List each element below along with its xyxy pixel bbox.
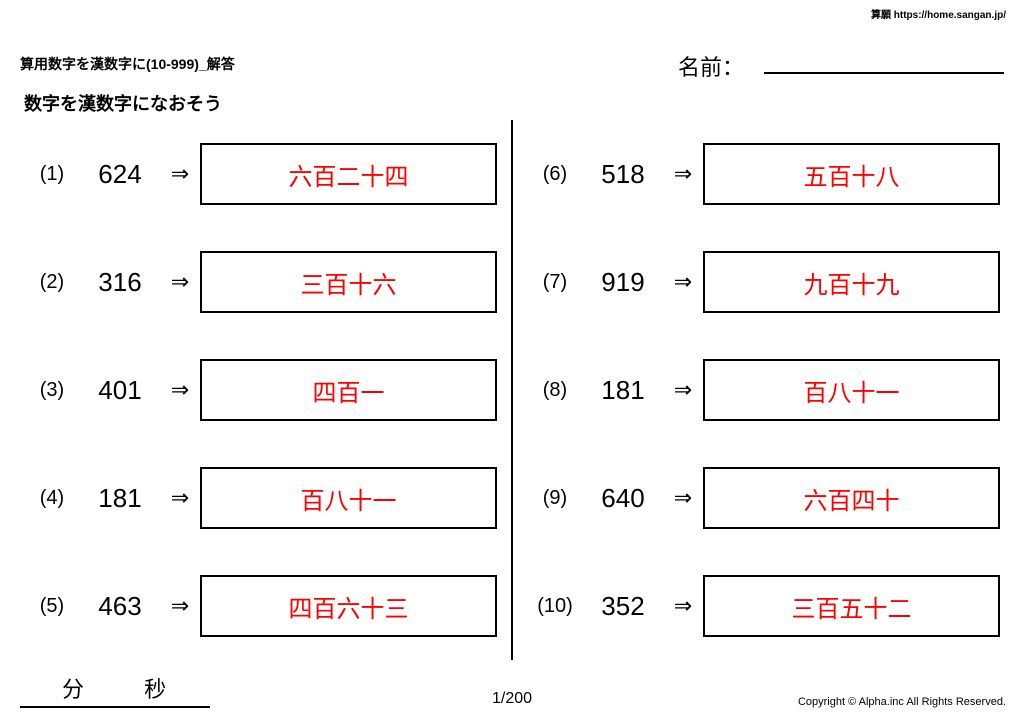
question-number: (6) <box>527 163 583 186</box>
question-number: (7) <box>527 271 583 294</box>
answer-box: 三百五十二 <box>703 575 1000 637</box>
kanji-answer: 四百六十三 <box>289 589 409 624</box>
question-number: (4) <box>24 487 80 510</box>
source-line: 算願 https://home.sangan.jp/ <box>871 6 1006 21</box>
question-row: (10)352⇒ 三百五十二 <box>527 573 1000 639</box>
answer-box: 百八十一 <box>200 467 497 529</box>
arrow-icon: ⇒ <box>663 161 703 187</box>
arrow-icon: ⇒ <box>160 485 200 511</box>
arabic-number: 181 <box>583 375 663 406</box>
arabic-number: 352 <box>583 591 663 622</box>
question-row: (1)624⇒ 六百二十四 <box>24 141 497 207</box>
worksheet-body: (1)624⇒六百二十四(2)316⇒三百十六(3)401⇒四百一(4)181⇒… <box>10 120 1014 660</box>
question-number: (3) <box>24 379 80 402</box>
kanji-answer: 四百一 <box>313 373 385 408</box>
kanji-answer: 三百十六 <box>301 265 397 300</box>
kanji-answer: 九百十九 <box>804 265 900 300</box>
question-number: (2) <box>24 271 80 294</box>
question-number: (10) <box>527 595 583 618</box>
arrow-icon: ⇒ <box>160 593 200 619</box>
answer-box: 三百十六 <box>200 251 497 313</box>
answer-box: 百八十一 <box>703 359 1000 421</box>
time-field: 分 秒 <box>20 672 210 708</box>
arrow-icon: ⇒ <box>663 593 703 619</box>
arrow-icon: ⇒ <box>160 161 200 187</box>
question-number: (9) <box>527 487 583 510</box>
worksheet-title: 算用数字を漢数字に(10-999)_解答 <box>20 54 235 74</box>
kanji-answer: 三百五十二 <box>792 589 912 624</box>
answer-box: 九百十九 <box>703 251 1000 313</box>
question-number: (1) <box>24 163 80 186</box>
answer-box: 五百十八 <box>703 143 1000 205</box>
arrow-icon: ⇒ <box>663 269 703 295</box>
copyright-text: Copyright © Alpha.inc All Rights Reserve… <box>798 696 1006 708</box>
question-row: (6)518⇒ 五百十八 <box>527 141 1000 207</box>
arabic-number: 919 <box>583 267 663 298</box>
arabic-number: 181 <box>80 483 160 514</box>
minutes-label: 分 <box>20 672 84 704</box>
question-row: (2)316⇒ 三百十六 <box>24 249 497 315</box>
question-row: (7)919⇒ 九百十九 <box>527 249 1000 315</box>
kanji-answer: 百八十一 <box>804 373 900 408</box>
arabic-number: 518 <box>583 159 663 190</box>
arrow-icon: ⇒ <box>160 269 200 295</box>
instruction-text: 数字を漢数字になおそう <box>24 90 222 116</box>
question-row: (5)463⇒ 四百六十三 <box>24 573 497 639</box>
name-underline <box>764 72 1004 74</box>
question-row: (3)401⇒ 四百一 <box>24 357 497 423</box>
question-row: (8)181⇒ 百八十一 <box>527 357 1000 423</box>
arabic-number: 463 <box>80 591 160 622</box>
arabic-number: 316 <box>80 267 160 298</box>
arrow-icon: ⇒ <box>160 377 200 403</box>
kanji-answer: 百八十一 <box>301 481 397 516</box>
answer-box: 四百一 <box>200 359 497 421</box>
kanji-answer: 六百二十四 <box>289 157 409 192</box>
question-row: (9)640⇒ 六百四十 <box>527 465 1000 531</box>
left-column: (1)624⇒六百二十四(2)316⇒三百十六(3)401⇒四百一(4)181⇒… <box>10 120 511 660</box>
right-column: (6)518⇒五百十八(7)919⇒九百十九(8)181⇒百八十一(9)640⇒… <box>513 120 1014 660</box>
arabic-number: 640 <box>583 483 663 514</box>
answer-box: 四百六十三 <box>200 575 497 637</box>
arrow-icon: ⇒ <box>663 485 703 511</box>
arrow-icon: ⇒ <box>663 377 703 403</box>
kanji-answer: 五百十八 <box>804 157 900 192</box>
question-number: (5) <box>24 595 80 618</box>
question-row: (4)181⇒ 百八十一 <box>24 465 497 531</box>
seconds-label: 秒 <box>90 672 166 704</box>
kanji-answer: 六百四十 <box>804 481 900 516</box>
answer-box: 六百四十 <box>703 467 1000 529</box>
arabic-number: 401 <box>80 375 160 406</box>
answer-box: 六百二十四 <box>200 143 497 205</box>
arabic-number: 624 <box>80 159 160 190</box>
footer: 分 秒 1/200 Copyright © Alpha.inc All Righ… <box>0 678 1024 708</box>
question-number: (8) <box>527 379 583 402</box>
name-label: 名前： <box>678 50 744 82</box>
page-number: 1/200 <box>492 690 532 708</box>
